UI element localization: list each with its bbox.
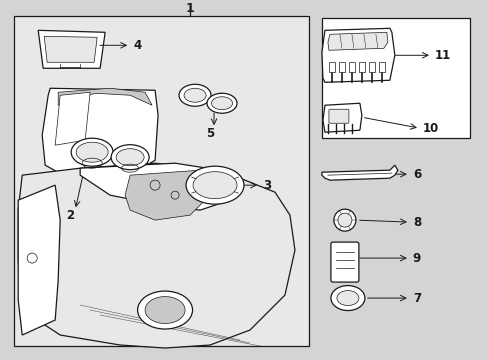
Polygon shape xyxy=(322,103,361,132)
Text: 6: 6 xyxy=(412,168,420,181)
Ellipse shape xyxy=(330,285,364,311)
Ellipse shape xyxy=(179,84,211,106)
Text: 5: 5 xyxy=(205,127,214,140)
Text: 7: 7 xyxy=(412,292,420,305)
Polygon shape xyxy=(38,30,105,68)
Bar xyxy=(338,62,344,72)
Polygon shape xyxy=(327,32,387,50)
Polygon shape xyxy=(58,88,152,105)
Bar xyxy=(321,18,469,138)
Bar xyxy=(378,62,384,72)
Polygon shape xyxy=(44,36,97,62)
FancyBboxPatch shape xyxy=(328,109,348,123)
Text: 4: 4 xyxy=(133,39,141,52)
Ellipse shape xyxy=(206,93,237,113)
Ellipse shape xyxy=(145,297,184,324)
Polygon shape xyxy=(18,163,294,348)
Polygon shape xyxy=(55,92,90,145)
Bar xyxy=(368,62,374,72)
Polygon shape xyxy=(80,163,240,210)
Bar xyxy=(348,62,354,72)
FancyBboxPatch shape xyxy=(330,242,358,282)
Ellipse shape xyxy=(336,291,358,306)
Ellipse shape xyxy=(116,149,144,166)
Text: 1: 1 xyxy=(185,2,194,15)
Text: 2: 2 xyxy=(66,209,74,222)
Ellipse shape xyxy=(76,142,108,162)
Text: 10: 10 xyxy=(422,122,438,135)
Text: 9: 9 xyxy=(412,252,420,265)
Polygon shape xyxy=(42,88,158,178)
Ellipse shape xyxy=(111,145,149,170)
Text: 11: 11 xyxy=(434,49,450,62)
Polygon shape xyxy=(321,165,397,180)
Text: 3: 3 xyxy=(263,179,270,192)
Text: 8: 8 xyxy=(412,216,420,229)
Ellipse shape xyxy=(333,209,355,231)
Ellipse shape xyxy=(71,138,113,166)
Polygon shape xyxy=(321,28,394,82)
Ellipse shape xyxy=(137,291,192,329)
Ellipse shape xyxy=(211,97,232,110)
Polygon shape xyxy=(125,170,210,220)
Ellipse shape xyxy=(185,166,244,204)
Ellipse shape xyxy=(183,88,205,102)
Polygon shape xyxy=(18,185,60,335)
Ellipse shape xyxy=(337,213,351,227)
Bar xyxy=(358,62,364,72)
Bar xyxy=(328,62,334,72)
Bar xyxy=(14,16,308,346)
Ellipse shape xyxy=(193,172,237,199)
